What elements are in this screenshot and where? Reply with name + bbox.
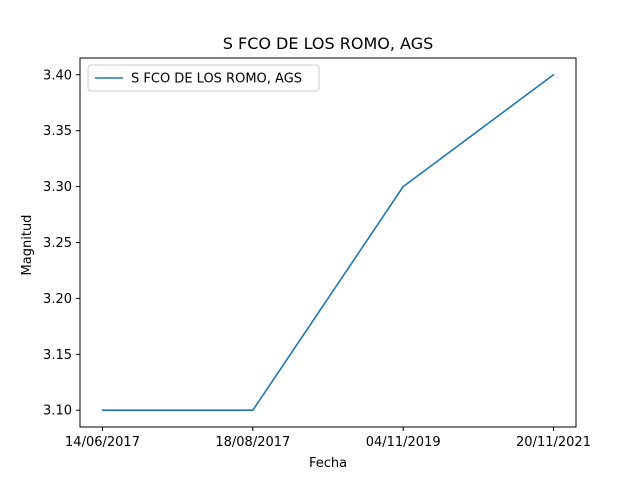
legend-box	[87, 64, 320, 92]
y-tick-label: 3.35	[43, 124, 72, 139]
x-tick-label: 14/06/2017	[65, 435, 140, 450]
legend-entry: S FCO DE LOS ROMO, AGS	[131, 72, 302, 87]
x-tick-label: 04/11/2019	[366, 435, 441, 450]
data-point	[552, 73, 555, 76]
data-point	[101, 409, 104, 412]
y-tick-label: 3.10	[43, 404, 72, 419]
series-line	[102, 74, 554, 412]
chart-title: S FCO DE LOS ROMO, AGS	[223, 34, 434, 53]
y-tick-label: 3.25	[43, 236, 72, 251]
legend: S FCO DE LOS ROMO, AGS	[87, 64, 320, 92]
data-point	[252, 409, 254, 412]
y-tick-label: 3.15	[43, 348, 72, 363]
plot-area: 3.10 3.15 3.20 3.25 3.30 3.35 3.40 14/06/2017 18…	[43, 57, 591, 450]
x-tick-label: 20/11/2021	[516, 435, 591, 450]
x-axis-label: Fecha	[309, 456, 347, 471]
y-tick-label: 3.30	[43, 180, 72, 195]
y-tick-label: 3.20	[43, 292, 72, 307]
y-axis-label: Magnitud	[20, 215, 35, 276]
y-tick-label: 3.40	[43, 68, 72, 83]
x-tick-label: 18/08/2017	[215, 435, 290, 450]
data-point	[402, 185, 404, 188]
